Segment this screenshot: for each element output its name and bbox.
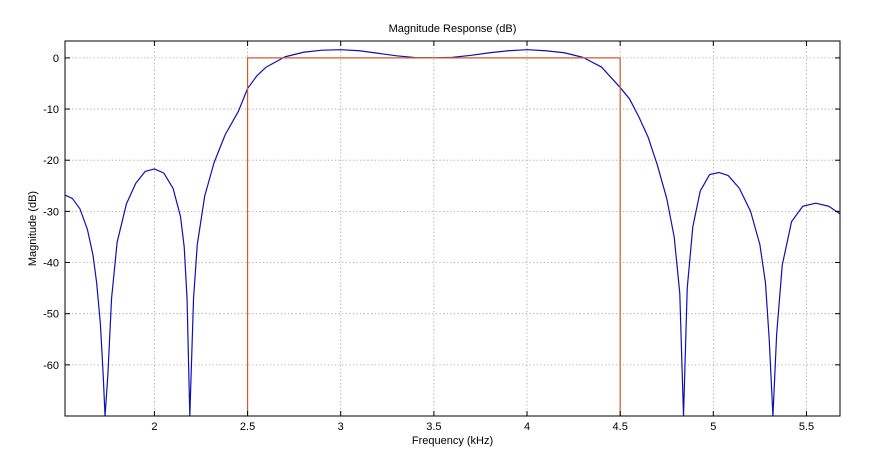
plot-area-frame <box>64 40 841 417</box>
y-axis-label: Magnitude (dB) <box>27 191 39 266</box>
ideal-bandpass-line <box>246 57 621 416</box>
x-tick-label: 5 <box>710 421 716 433</box>
x-tick-label: 2 <box>151 421 157 433</box>
axis-ticks: 2 2.5 3 3.5 4 4.5 5 5.5 0 -10 -20 -30 -40 -50 -60 <box>43 41 840 433</box>
x-tick-label: 3.5 <box>426 421 441 433</box>
x-tick-label: 4.5 <box>613 421 628 433</box>
y-tick-label: 0 <box>53 53 59 65</box>
x-tick-label: 4 <box>524 421 530 433</box>
plot-series <box>65 49 840 416</box>
y-tick-label: -30 <box>43 206 59 218</box>
x-tick-label: 5.5 <box>799 421 814 433</box>
y-tick-label: -10 <box>43 104 59 116</box>
series-group <box>65 49 840 416</box>
x-tick-label: 3 <box>338 421 344 433</box>
y-tick-label: -40 <box>43 258 59 270</box>
y-tick-label: -20 <box>43 155 59 167</box>
x-axis-label: Frequency (kHz) <box>412 435 493 447</box>
y-tick-label: -50 <box>43 309 59 321</box>
chart-title: Magnitude Response (dB) <box>389 23 517 35</box>
y-tick-label: -60 <box>43 360 59 372</box>
x-tick-label: 2.5 <box>240 421 255 433</box>
